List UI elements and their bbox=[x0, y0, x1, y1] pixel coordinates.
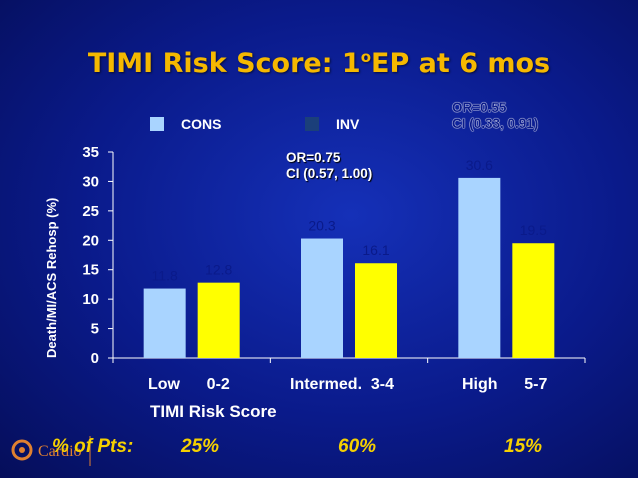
y-tick-label: 20 bbox=[82, 232, 99, 249]
annotation-intermed: OR=0.75 CI (0.57, 1.00) bbox=[286, 150, 373, 181]
svg-text:Cardio: Cardio bbox=[38, 443, 82, 460]
chart-title: TIMI Risk Score: 1oEP at 6 mos bbox=[87, 48, 551, 79]
data-label-cons-0: 11.8 bbox=[152, 268, 178, 284]
y-tick-label: 30 bbox=[82, 173, 99, 190]
y-tick-label: 0 bbox=[91, 350, 99, 367]
data-label-cons-2: 30.6 bbox=[466, 157, 493, 173]
x-axis-title: TIMI Risk Score bbox=[150, 402, 277, 421]
percent-high: 15% bbox=[504, 436, 543, 457]
legend-swatch-inv bbox=[305, 117, 319, 131]
legend-swatch-cons bbox=[150, 117, 164, 131]
y-tick-label: 35 bbox=[82, 144, 99, 161]
data-label-cons-1: 20.3 bbox=[308, 218, 335, 234]
percent-intermed: 60% bbox=[338, 436, 377, 457]
category-label-low: Low 0-2 bbox=[148, 376, 230, 393]
legend-label-cons: CONS bbox=[181, 116, 222, 132]
y-tick-label: 25 bbox=[82, 203, 99, 220]
data-label-inv-1: 16.1 bbox=[362, 242, 389, 258]
bar-inv-0 bbox=[197, 282, 240, 358]
bar-cons-2 bbox=[458, 177, 501, 358]
bar-cons-1 bbox=[301, 238, 343, 358]
cardio-logo: Cardio bbox=[11, 436, 91, 466]
data-label-inv-0: 12.8 bbox=[205, 262, 232, 278]
legend-item-inv: INV bbox=[305, 116, 359, 132]
y-tick-label: 15 bbox=[82, 262, 99, 279]
bar-inv-1 bbox=[355, 263, 397, 358]
legend-label-inv: INV bbox=[336, 116, 360, 132]
percent-low: 25% bbox=[181, 436, 220, 457]
bar-cons-0 bbox=[143, 288, 186, 358]
legend-item-cons: CONS bbox=[150, 116, 221, 132]
category-label-high: High 5-7 bbox=[462, 376, 548, 393]
y-tick-label: 5 bbox=[91, 321, 99, 338]
y-tick-label: 10 bbox=[82, 291, 99, 308]
data-label-inv-2: 19.5 bbox=[520, 222, 547, 238]
bar-inv-2 bbox=[512, 243, 555, 358]
category-label-intermed: Intermed. 3-4 bbox=[290, 376, 395, 393]
percent-of-pts-label: % of Pts: bbox=[52, 436, 134, 457]
annotation-high: OR=0.55 CI (0.33, 0.91) bbox=[452, 100, 539, 131]
